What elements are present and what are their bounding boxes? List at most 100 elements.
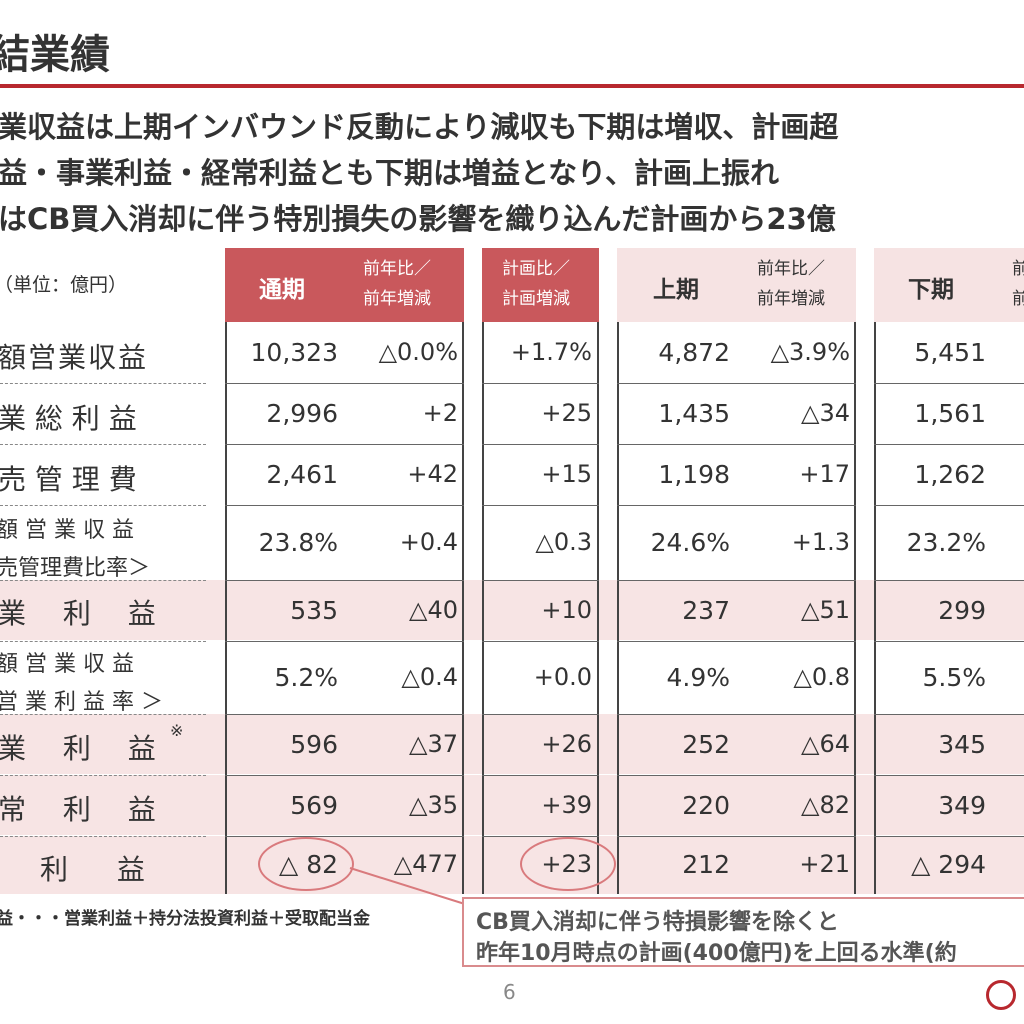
- row-separator-3-col-2: [482, 505, 599, 506]
- cell-h2-row-8: 349: [938, 790, 986, 820]
- row-separator-3-col-4: [874, 505, 1024, 506]
- cell-h1-row-2: 1,435: [658, 398, 730, 428]
- unit-label: （単位：億円）: [0, 274, 128, 296]
- row-separator-2-col-3: [617, 444, 856, 445]
- header-annual-yoy-1: 前年比／: [363, 259, 431, 279]
- row-separator-8-col-3: [617, 836, 856, 837]
- row-separator-8-col-4: [874, 836, 1024, 837]
- row-separator-label-7: [0, 775, 206, 776]
- title-underline: [0, 84, 1024, 88]
- cell-plan-row-6: +0.0: [533, 662, 592, 691]
- cell-annual-row-1: 10,323: [250, 337, 338, 367]
- row-separator-6-col-4: [874, 714, 1024, 715]
- cell-h1-yoy-row-3: +17: [799, 459, 850, 488]
- cell-annual-row-3: 2,461: [266, 459, 338, 489]
- cell-annual-yoy-row-3: +42: [407, 459, 458, 488]
- cell-plan-row-1: +1.7%: [510, 337, 592, 366]
- header-h1-yoy-1: 前年比／: [757, 259, 825, 279]
- header-h2-yoy-1: 前: [1012, 259, 1024, 279]
- header-plan-1: 計画比／: [502, 259, 570, 279]
- cell-h1-row-6: 4.9%: [666, 662, 730, 692]
- header-plan: 計画比／ 計画増減: [482, 248, 599, 322]
- cell-h1-row-5: 237: [682, 595, 730, 625]
- row-separator-3-col-3: [617, 505, 856, 506]
- row-separator-1-col-2: [482, 383, 599, 384]
- cell-annual-yoy-row-9: △477: [393, 850, 458, 878]
- cell-plan-row-5: +10: [541, 595, 592, 624]
- row-separator-8-col-2: [482, 836, 599, 837]
- row-highlight-net-profit: [0, 836, 1024, 894]
- row-separator-6-col-1: [225, 714, 464, 715]
- cell-h2-row-6: 5.5%: [922, 662, 986, 692]
- column-h2: [874, 248, 1024, 894]
- row-separator-3-col-1: [225, 505, 464, 506]
- cell-h1-row-8: 220: [682, 790, 730, 820]
- page-number: 6: [503, 980, 516, 1004]
- row-separator-label-2: [0, 444, 206, 445]
- header-h2-yoy-2: 前: [1012, 289, 1024, 309]
- header-h1: 上期 前年比／ 前年増減: [617, 248, 856, 322]
- cell-h2-row-4: 23.2%: [906, 527, 986, 557]
- page-title: 結業績: [0, 32, 110, 78]
- cell-h2-row-1: 5,451: [914, 337, 986, 367]
- cell-h1-yoy-row-5: △51: [801, 595, 850, 624]
- cell-annual-yoy-row-4: +0.4: [399, 527, 458, 556]
- cell-plan-row-4: △0.3: [535, 527, 592, 556]
- row-separator-4-col-1: [225, 580, 464, 581]
- callout-line-2: 昨年10月時点の計画(400億円)を上回る水準(約: [476, 941, 957, 966]
- cell-plan-row-3: +15: [541, 459, 592, 488]
- cell-h2-row-7: 345: [938, 729, 986, 759]
- cell-annual-yoy-row-8: △35: [409, 790, 458, 819]
- row-separator-7-col-4: [874, 775, 1024, 776]
- row-label-sga-ratio: 額 営 業 収 益 売管理費比率＞: [0, 518, 151, 581]
- row-separator-label-5: [0, 641, 206, 642]
- cell-h1-row-3: 1,198: [658, 459, 730, 489]
- header-h1-label: 上期: [653, 277, 699, 303]
- cell-plan-row-7: +26: [541, 729, 592, 758]
- bullet-2: 益・事業利益・経常利益とも下期は増益となり、計画上振れ: [0, 156, 779, 190]
- footnote-mark: ※: [170, 721, 184, 740]
- cell-h1-yoy-row-2: △34: [801, 398, 850, 427]
- cell-annual-row-6: 5.2%: [274, 662, 338, 692]
- cell-h1-yoy-row-6: △0.8: [793, 662, 850, 691]
- company-logo: [986, 980, 1016, 1010]
- cell-annual-yoy-row-5: △40: [409, 595, 458, 624]
- row-separator-1-col-1: [225, 383, 464, 384]
- row-separator-2-col-4: [874, 444, 1024, 445]
- row-separator-4-col-4: [874, 580, 1024, 581]
- callout-box: CB買入消却に伴う特損影響を除くと 昨年10月時点の計画(400億円)を上回る水…: [462, 897, 1024, 967]
- row-separator-1-col-3: [617, 383, 856, 384]
- row-separator-8-col-1: [225, 836, 464, 837]
- row-separator-7-col-1: [225, 775, 464, 776]
- row-separator-label-6: [0, 714, 206, 715]
- row-separator-label-3: [0, 505, 206, 506]
- cell-h1-yoy-row-9: +21: [799, 850, 850, 878]
- cell-plan-row-2: +25: [541, 398, 592, 427]
- cell-h2-row-3: 1,262: [914, 459, 986, 489]
- row-label-operating-margin: 額 営 業 収 益 営 業 利 益 率 ＞: [0, 652, 163, 715]
- cell-h1-row-4: 24.6%: [650, 527, 730, 557]
- row-separator-label-4: [0, 580, 206, 581]
- row-separator-5-col-2: [482, 641, 599, 642]
- row-separator-7-col-2: [482, 775, 599, 776]
- bullet-1: 業収益は上期インバウンド反動により減収も下期は増収、計画超: [0, 110, 839, 144]
- cell-h1-yoy-row-8: △82: [801, 790, 850, 819]
- row-separator-4-col-3: [617, 580, 856, 581]
- row-separator-5-col-4: [874, 641, 1024, 642]
- cell-h1-row-1: 4,872: [658, 337, 730, 367]
- cell-annual-yoy-row-2: +2: [422, 398, 458, 427]
- row-separator-5-col-3: [617, 641, 856, 642]
- row-highlight-ordinary-profit: [0, 775, 1024, 835]
- cell-h2-row-2: 1,561: [914, 398, 986, 428]
- bullet-3: はCB買入消却に伴う特別損失の影響を織り込んだ計画から23億: [0, 202, 836, 236]
- cell-h2-row-5: 299: [938, 595, 986, 625]
- highlight-ellipse-plan: [520, 837, 616, 891]
- header-annual-label: 通期: [259, 277, 305, 303]
- callout-line-1: CB買入消却に伴う特損影響を除くと: [476, 910, 839, 935]
- cell-annual-row-8: 569: [290, 790, 338, 820]
- column-annual: [225, 248, 464, 894]
- row-separator-7-col-3: [617, 775, 856, 776]
- cell-annual-yoy-row-1: △0.0%: [378, 337, 458, 366]
- header-h2: 下期 前 前: [874, 248, 1024, 322]
- cell-h1-yoy-row-7: △64: [801, 729, 850, 758]
